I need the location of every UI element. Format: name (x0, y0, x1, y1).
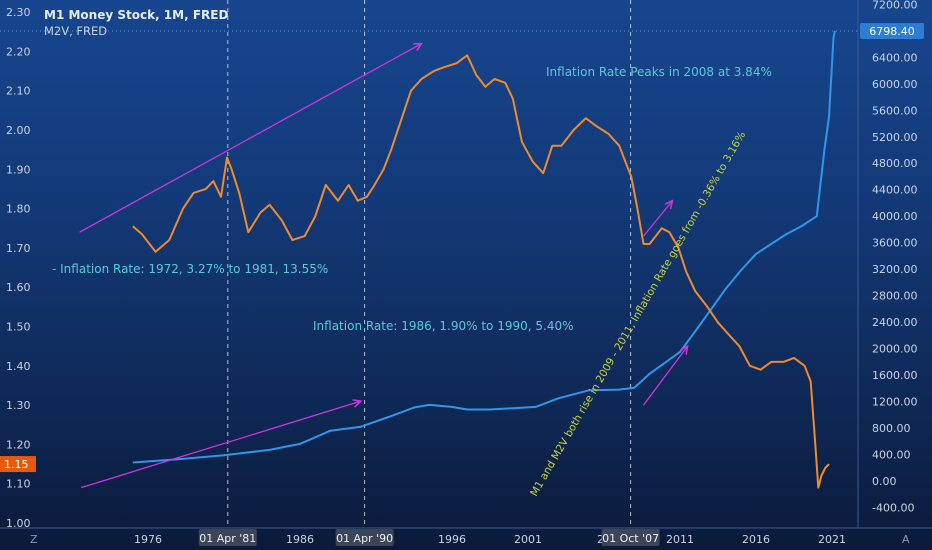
date-marker-label: 01 Oct '07 (602, 532, 659, 545)
corner-right-label: A (902, 533, 910, 546)
left-axis-tick: 2.30 (6, 6, 31, 19)
date-marker-label-bg (335, 529, 394, 546)
left-axis-tick: 1.10 (6, 478, 31, 491)
x-axis-tick: 1996 (438, 533, 466, 546)
m1-last-value-label: 6798.40 (869, 25, 915, 38)
x-axis-tick: 2021 (818, 533, 846, 546)
left-axis-tick: 1.00 (6, 517, 31, 530)
right-axis-tick: 4800.00 (872, 157, 918, 170)
right-axis-tick: 4000.00 (872, 210, 918, 223)
right-axis-tick: 6000.00 (872, 78, 918, 91)
x-axis-tick: 1986 (286, 533, 314, 546)
left-axis-tick: 1.70 (6, 242, 31, 255)
right-axis-tick: 1600.00 (872, 369, 918, 382)
right-axis-tick: 2800.00 (872, 290, 918, 303)
date-marker-label: 01 Apr '81 (199, 532, 256, 545)
right-axis-tick: 4400.00 (872, 184, 918, 197)
left-axis-tick: 1.30 (6, 399, 31, 412)
m1-last-value-tag (860, 22, 924, 39)
left-axis-tick: 2.20 (6, 45, 31, 58)
right-axis-tick: 2000.00 (872, 343, 918, 356)
right-axis-tick: 2400.00 (872, 316, 918, 329)
right-axis-tick: 400.00 (872, 449, 911, 462)
left-axis-tick: 1.20 (6, 438, 31, 451)
right-axis-tick: 6400.00 (872, 51, 918, 64)
x-axis-tick: 2016 (742, 533, 770, 546)
annotation-arrow (80, 401, 361, 489)
left-axis-tick: 1.60 (6, 281, 31, 294)
annotation-rate-1986: Inflation Rate: 1986, 1.90% to 1990, 5.4… (313, 319, 573, 333)
corner-left-label: Z (30, 533, 38, 546)
right-axis-tick: -400.00 (872, 501, 914, 514)
chart-title: M1 Money Stock, 1M, FRED (44, 8, 229, 22)
date-marker-label-bg (601, 529, 660, 546)
right-axis-tick: 1200.00 (872, 396, 918, 409)
annotation-arrow (643, 201, 673, 237)
left-axis-tick: 1.90 (6, 163, 31, 176)
left-axis-tick: 2.10 (6, 85, 31, 98)
right-axis-tick: 5200.00 (872, 131, 918, 144)
m2v-series-line (132, 54, 830, 489)
right-axis-tick: 800.00 (872, 422, 911, 435)
annotation-peak: Inflation Rate Peaks in 2008 at 3.84% (546, 65, 772, 79)
m2v-last-value-tag (0, 456, 36, 473)
x-axis-tick: 1976 (134, 533, 162, 546)
x-axis-tick: 2011 (666, 533, 694, 546)
annotation-arrow (642, 346, 688, 406)
right-axis-tick: 7200.00 (872, 0, 918, 11)
m1-series-line (132, 30, 836, 464)
left-axis-tick: 2.00 (6, 124, 31, 137)
annotation-rate-1972: - Inflation Rate: 1972, 3.27% to 1981, 1… (52, 262, 328, 276)
date-marker-label: 01 Apr '90 (336, 532, 393, 545)
date-marker-label-bg (198, 529, 257, 546)
left-axis-tick: 1.50 (6, 321, 31, 334)
annotation-arrow (79, 44, 422, 233)
x-axis-tick: 2001 (514, 533, 542, 546)
right-axis-tick: 3200.00 (872, 263, 918, 276)
annotation-rotated: M1 and M2V both rise in 2009 - 2011, Inf… (528, 129, 748, 498)
chart-subtitle: M2V, FRED (44, 24, 108, 38)
right-axis-tick: 3600.00 (872, 237, 918, 250)
right-axis-tick: 0.00 (872, 475, 897, 488)
m2v-last-value-label: 1.15 (4, 458, 29, 471)
left-axis-tick: 1.80 (6, 203, 31, 216)
right-axis-tick: 5600.00 (872, 104, 918, 117)
left-axis-tick: 1.40 (6, 360, 31, 373)
